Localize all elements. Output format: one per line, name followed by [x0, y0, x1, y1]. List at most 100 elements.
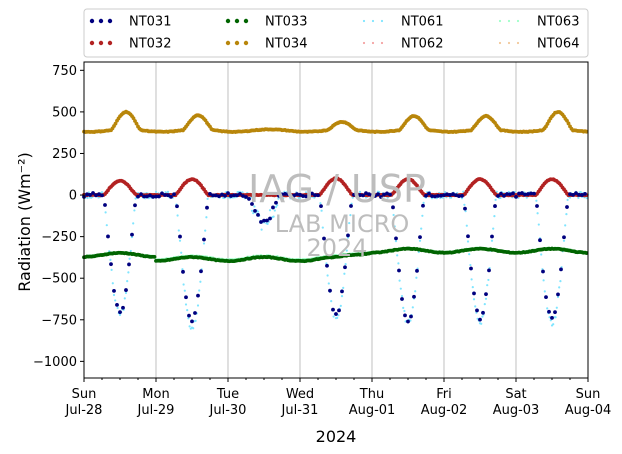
x-tick-label-date: Jul-30: [209, 403, 247, 418]
point-NT061: [462, 190, 465, 193]
point-NT031: [466, 234, 470, 239]
point-NT031: [376, 192, 380, 197]
point-NT031: [298, 192, 302, 197]
point-NT061: [471, 286, 474, 289]
point-NT031: [184, 295, 188, 300]
point-NT031: [274, 200, 278, 205]
legend-label: NT032: [129, 37, 171, 52]
point-NT031: [538, 238, 542, 243]
legend-marker: [371, 19, 375, 23]
point-NT061: [486, 284, 489, 287]
y-tick-label: −250: [41, 230, 77, 245]
point-NT031: [88, 193, 92, 197]
point-NT031: [511, 191, 515, 196]
point-NT031: [385, 191, 389, 196]
point-NT031: [187, 313, 191, 318]
point-NT061: [340, 294, 344, 298]
point-NT031: [319, 204, 323, 209]
point-NT061: [559, 280, 562, 283]
point-NT061: [272, 215, 275, 218]
point-NT031: [244, 195, 248, 199]
point-NT061: [177, 229, 180, 232]
point-NT061: [114, 299, 117, 302]
point-NT031: [472, 291, 476, 296]
point-NT031: [394, 236, 398, 241]
point-NT061: [554, 316, 557, 319]
point-NT061: [241, 191, 244, 194]
y-tick-label: −500: [41, 272, 77, 287]
point-NT031: [346, 233, 350, 238]
point-NT061: [118, 313, 122, 317]
point-NT031: [388, 192, 392, 197]
x-tick-label-day: Tue: [216, 387, 239, 402]
point-NT061: [345, 249, 348, 252]
point-NT031: [334, 312, 338, 316]
point-NT031: [559, 267, 563, 272]
x-axis: SunJul-28MonJul-29TueJul-30WedJul-31ThuA…: [65, 378, 611, 418]
legend-item-NT031: NT031: [89, 15, 171, 30]
point-NT061: [336, 316, 339, 320]
legend-marker: [371, 41, 375, 45]
point-NT031: [148, 193, 152, 198]
point-NT061: [398, 279, 401, 282]
point-NT061: [326, 274, 329, 277]
point-NT061: [463, 203, 466, 206]
point-NT031: [427, 191, 431, 196]
point-NT061: [202, 242, 206, 245]
point-NT061: [181, 268, 184, 271]
point-NT061: [206, 197, 209, 200]
point-NT061: [188, 325, 191, 328]
point-NT061: [542, 279, 545, 282]
point-NT031: [496, 194, 500, 198]
point-NT031: [421, 203, 425, 208]
point-NT031: [571, 192, 575, 197]
legend-marker: [516, 19, 520, 23]
point-NT061: [327, 282, 330, 285]
point-NT061: [492, 227, 495, 230]
point-NT031: [262, 218, 266, 223]
point-NT034: [113, 121, 118, 126]
point-NT031: [256, 212, 260, 217]
point-NT031: [208, 192, 212, 196]
y-tick-label: 750: [52, 64, 77, 79]
point-NT061: [86, 196, 89, 200]
point-NT061: [124, 291, 128, 295]
point-NT031: [523, 192, 527, 197]
point-NT031: [409, 314, 413, 319]
point-NT031: [373, 194, 377, 198]
point-NT061: [460, 197, 464, 200]
point-NT061: [273, 209, 276, 212]
point-NT031: [553, 310, 557, 315]
point-NT031: [541, 269, 545, 274]
point-NT061: [393, 225, 396, 228]
point-NT031: [97, 192, 101, 197]
point-NT061: [422, 201, 425, 204]
point-NT061: [282, 197, 285, 200]
point-NT061: [105, 224, 108, 227]
point-NT061: [253, 205, 256, 208]
point-NT031: [121, 305, 125, 310]
point-NT061: [110, 268, 113, 271]
x-tick-label-date: Jul-28: [65, 403, 103, 418]
point-NT061: [277, 197, 280, 200]
x-tick-label-day: Sun: [576, 387, 601, 402]
point-NT031: [325, 263, 329, 268]
legend-marker: [507, 41, 511, 45]
point-NT061: [268, 209, 272, 212]
point-NT031: [154, 194, 158, 199]
point-NT031: [238, 191, 242, 196]
point-NT061: [487, 278, 490, 282]
legend-marker: [380, 41, 384, 45]
legend-marker: [362, 19, 366, 23]
point-NT031: [277, 193, 281, 198]
point-NT031: [307, 194, 311, 199]
point-NT031: [328, 288, 332, 293]
point-NT031: [172, 192, 176, 197]
point-NT061: [204, 229, 207, 232]
point-NT061: [397, 262, 400, 265]
point-NT031: [514, 194, 518, 199]
point-NT061: [123, 297, 126, 300]
point-NT031: [493, 204, 497, 208]
point-NT061: [100, 191, 104, 194]
point-NT031: [286, 192, 290, 197]
